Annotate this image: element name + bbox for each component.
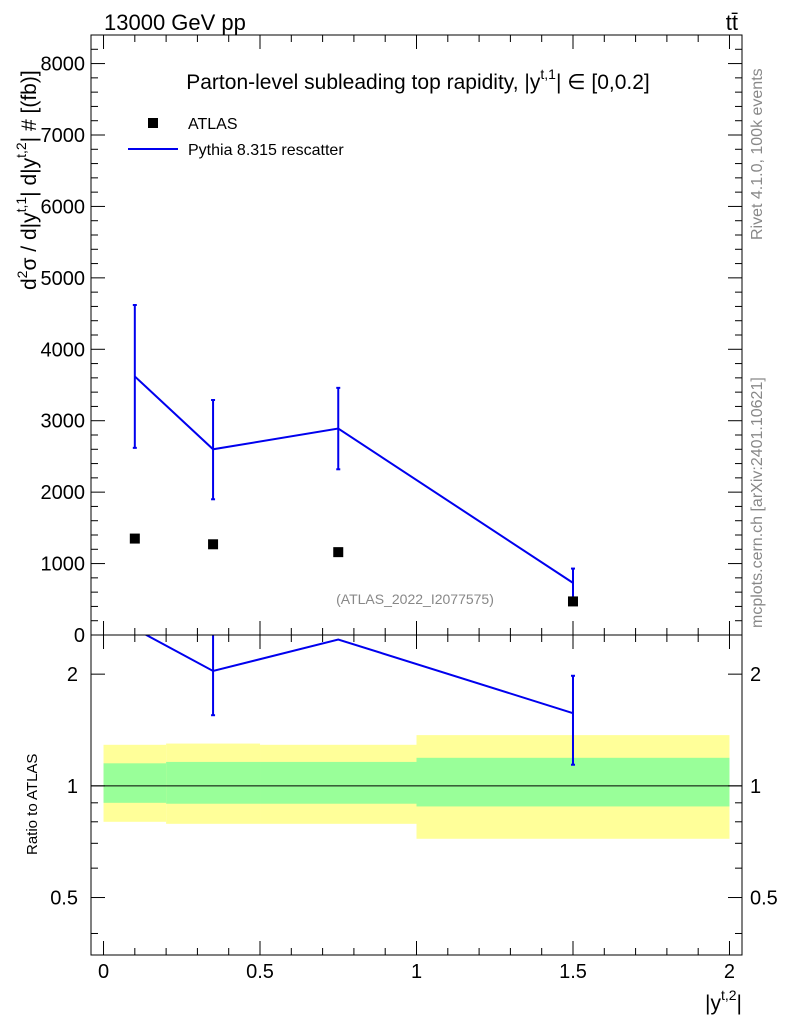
rivet-label: Rivet 4.1.0, 100k events	[749, 68, 766, 240]
x-tick-label: 2	[724, 961, 735, 983]
ratio-y-tick-label-left: 1	[67, 776, 78, 798]
ratio-band-green-3	[416, 757, 730, 807]
main-y-tick-label: 0	[74, 625, 85, 647]
main-atlas-series	[129, 533, 578, 607]
ratio-band-green-0	[103, 763, 167, 803]
ratio-band-green-1	[166, 761, 261, 804]
main-y-tick-label: 1000	[41, 554, 86, 576]
ratio-y-tick-label-left: 2	[67, 664, 78, 686]
analysis-id: (ATLAS_2022_I2077575)	[336, 591, 494, 607]
chart-title: Parton-level subleading top rapidity, |y…	[186, 66, 649, 94]
main-y-tick-label: 8000	[41, 54, 86, 76]
ratio-y-tick-label-right: 0.5	[750, 888, 778, 910]
ratio-y-tick-label-right: 2	[750, 664, 761, 686]
main-pythia-series	[132, 304, 575, 601]
x-axis-label: |yt,2|	[705, 987, 742, 1015]
process-label: tt̄	[726, 10, 738, 35]
atlas-data-point	[208, 539, 219, 550]
x-tick-label: 1	[411, 961, 422, 983]
axis-ticks	[91, 34, 742, 955]
ratio-pythia-line	[144, 635, 574, 715]
atlas-data-point	[129, 533, 140, 544]
legend-atlas-marker	[148, 118, 158, 128]
main-y-tick-label: 7000	[41, 125, 86, 147]
main-y-tick-label: 6000	[41, 196, 86, 218]
energy-label: 13000 GeV pp	[104, 10, 246, 35]
main-y-tick-label: 2000	[41, 482, 86, 504]
atlas-data-point	[333, 547, 344, 558]
ratio-uncertainty-bands	[103, 735, 730, 839]
main-y-axis-label: d2σ / d|yt,1| d|yt,2| # [(fb)]	[13, 70, 41, 290]
ratio-y-tick-label-left: 0.5	[50, 888, 78, 910]
ratio-plot-frame	[90, 634, 743, 956]
ratio-y-tick-label-right: 1	[750, 776, 761, 798]
main-y-tick-label: 3000	[41, 411, 86, 433]
main-y-tick-label: 4000	[41, 339, 86, 361]
ratio-band-green-2	[260, 761, 417, 804]
legend: ATLAS Pythia 8.315 rescatter	[128, 116, 344, 159]
pythia-line	[134, 375, 574, 584]
main-y-tick-label: 5000	[41, 268, 86, 290]
legend-pythia-label: Pythia 8.315 rescatter	[188, 142, 344, 159]
x-tick-label: 0.5	[246, 961, 274, 983]
x-tick-label: 1.5	[559, 961, 587, 983]
legend-atlas-label: ATLAS	[188, 116, 238, 133]
ratio-y-axis-label: Ratio to ATLAS	[24, 754, 41, 855]
ratio-pythia-series	[144, 635, 575, 766]
mcplots-label: mcplots.cern.ch [arXiv:2401.10621]	[749, 377, 766, 628]
atlas-data-point	[567, 596, 578, 607]
axis-tick-labels: 0 1000 2000 3000 4000 5000 6000 7000 8000 0.5 0.5 1…	[41, 54, 778, 983]
x-tick-label: 0	[98, 961, 109, 983]
